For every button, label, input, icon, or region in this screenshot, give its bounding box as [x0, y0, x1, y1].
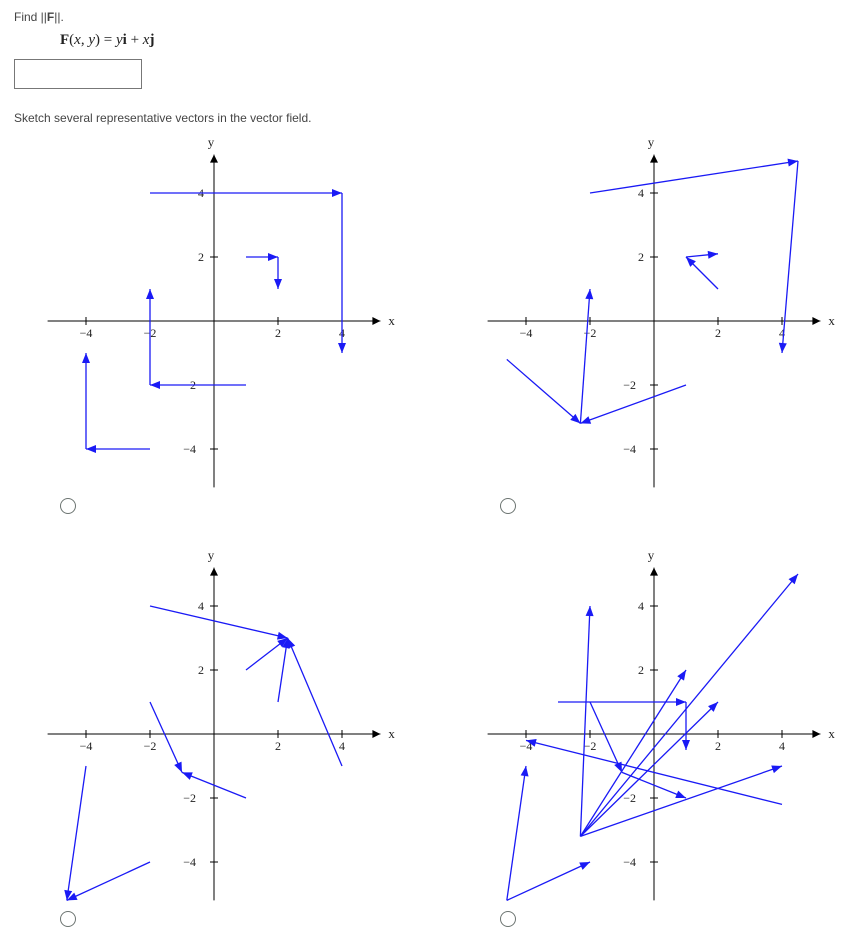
prompt-text-1: Find ||	[14, 10, 47, 24]
svg-text:x: x	[388, 313, 395, 328]
svg-text:2: 2	[638, 250, 644, 264]
svg-text:4: 4	[638, 599, 644, 613]
plot-D: xy−4−4−2−22244	[454, 544, 865, 924]
radio-C[interactable]	[60, 911, 76, 927]
plot-B: xy−4−4−2−22244	[454, 131, 865, 511]
svg-text:y: y	[208, 548, 215, 563]
svg-text:y: y	[648, 135, 655, 150]
formula-t2v: j	[149, 32, 154, 48]
svg-text:2: 2	[715, 326, 721, 340]
radio-A[interactable]	[60, 498, 76, 514]
radio-D[interactable]	[500, 911, 516, 927]
radio-B[interactable]	[500, 498, 516, 514]
svg-text:2: 2	[275, 739, 281, 753]
svg-text:2: 2	[275, 326, 281, 340]
formula-x: x	[74, 32, 81, 48]
svg-text:4: 4	[339, 739, 345, 753]
svg-text:4: 4	[638, 186, 644, 200]
svg-text:x: x	[388, 726, 395, 741]
svg-text:2: 2	[198, 250, 204, 264]
formula-close: ) =	[95, 32, 116, 48]
option-B[interactable]: xy−4−4−2−22244	[454, 131, 865, 514]
options-grid: x y −4 −4 −2 −2 2 2 4 4 x y −4 −4 −2 −2 2 2 4 4 x y −4 −4 −2 −2…	[14, 131, 851, 927]
svg-text:−2: −2	[584, 326, 597, 340]
sketch-prompt: Sketch several representative vectors in…	[14, 111, 851, 125]
find-prompt: Find ||F||.	[14, 10, 851, 24]
option-C[interactable]: x y −4 −4 −2 −2 2 2 4 4	[14, 544, 434, 927]
formula-t1c: y	[116, 32, 123, 48]
svg-text:2: 2	[198, 663, 204, 677]
prompt-text-3: ||.	[54, 10, 64, 24]
formula-y: y	[88, 32, 95, 48]
formula-plus: +	[127, 32, 143, 48]
svg-text:−4: −4	[80, 739, 93, 753]
svg-text:−2: −2	[183, 791, 196, 805]
svg-text:−2: −2	[623, 378, 636, 392]
answer-input[interactable]	[14, 59, 142, 89]
svg-text:−4: −4	[80, 326, 93, 340]
svg-text:4: 4	[198, 599, 204, 613]
svg-text:−4: −4	[623, 855, 636, 869]
svg-text:−2: −2	[584, 739, 597, 753]
svg-text:−4: −4	[623, 442, 636, 456]
svg-text:−4: −4	[183, 855, 196, 869]
svg-text:x: x	[828, 313, 835, 328]
svg-text:y: y	[208, 135, 215, 150]
svg-text:y: y	[648, 548, 655, 563]
svg-text:−4: −4	[183, 442, 196, 456]
svg-text:−4: −4	[520, 326, 533, 340]
plot-C: x y −4 −4 −2 −2 2 2 4 4	[14, 544, 434, 924]
svg-text:4: 4	[779, 739, 785, 753]
svg-text:−2: −2	[144, 739, 157, 753]
formula-F: F	[60, 32, 69, 48]
svg-text:2: 2	[638, 663, 644, 677]
formula: F(x, y) = yi + xj	[60, 32, 851, 49]
plot-A: xy−4−4−2−22244	[14, 131, 434, 511]
svg-text:2: 2	[715, 739, 721, 753]
option-A[interactable]: xy−4−4−2−22244	[14, 131, 434, 514]
svg-text:x: x	[828, 726, 835, 741]
option-D[interactable]: xy−4−4−2−22244	[454, 544, 865, 927]
